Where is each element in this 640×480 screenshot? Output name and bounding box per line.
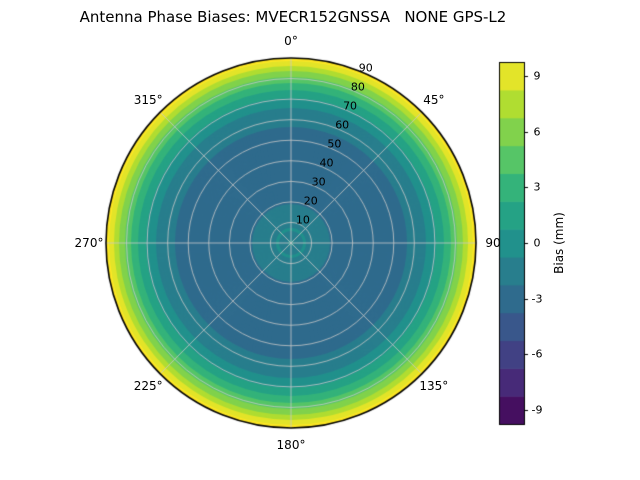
theta-tick-label-225: 225° xyxy=(133,378,163,393)
colorbar-tick-label-3: 3 xyxy=(533,180,541,194)
r-tick-label-10: 10 xyxy=(295,213,310,227)
theta-tick-label-135: 135° xyxy=(419,378,449,393)
theta-tick-label-45: 45° xyxy=(423,93,445,108)
r-tick-label-30: 30 xyxy=(311,175,326,189)
colorbar-tick-label--9: -9 xyxy=(531,403,543,417)
theta-tick-label-90: 90 xyxy=(485,236,501,250)
r-tick-label-60: 60 xyxy=(335,118,350,132)
theta-tick-label-0: 0° xyxy=(284,34,298,48)
colorbar-tick-label--6: -6 xyxy=(531,347,543,361)
colorbar-tick-label-6: 6 xyxy=(533,125,541,139)
colorbar-tick-label-0: 0 xyxy=(533,236,541,250)
colorbar-tick-label--3: -3 xyxy=(531,292,543,306)
theta-tick-label-180: 180° xyxy=(276,438,306,452)
r-tick-label-50: 50 xyxy=(327,137,342,151)
r-tick-label-40: 40 xyxy=(319,156,334,170)
theta-tick-label-270: 270° xyxy=(74,236,104,250)
r-tick-label-90: 90 xyxy=(358,61,373,75)
theta-tick-label-315: 315° xyxy=(133,93,163,108)
r-tick-label-80: 80 xyxy=(350,80,365,94)
r-tick-label-20: 20 xyxy=(303,194,318,208)
colorbar-label: Bias (mm) xyxy=(552,212,566,274)
colorbar-tick-label-9: 9 xyxy=(533,69,541,83)
r-tick-label-70: 70 xyxy=(343,99,358,113)
